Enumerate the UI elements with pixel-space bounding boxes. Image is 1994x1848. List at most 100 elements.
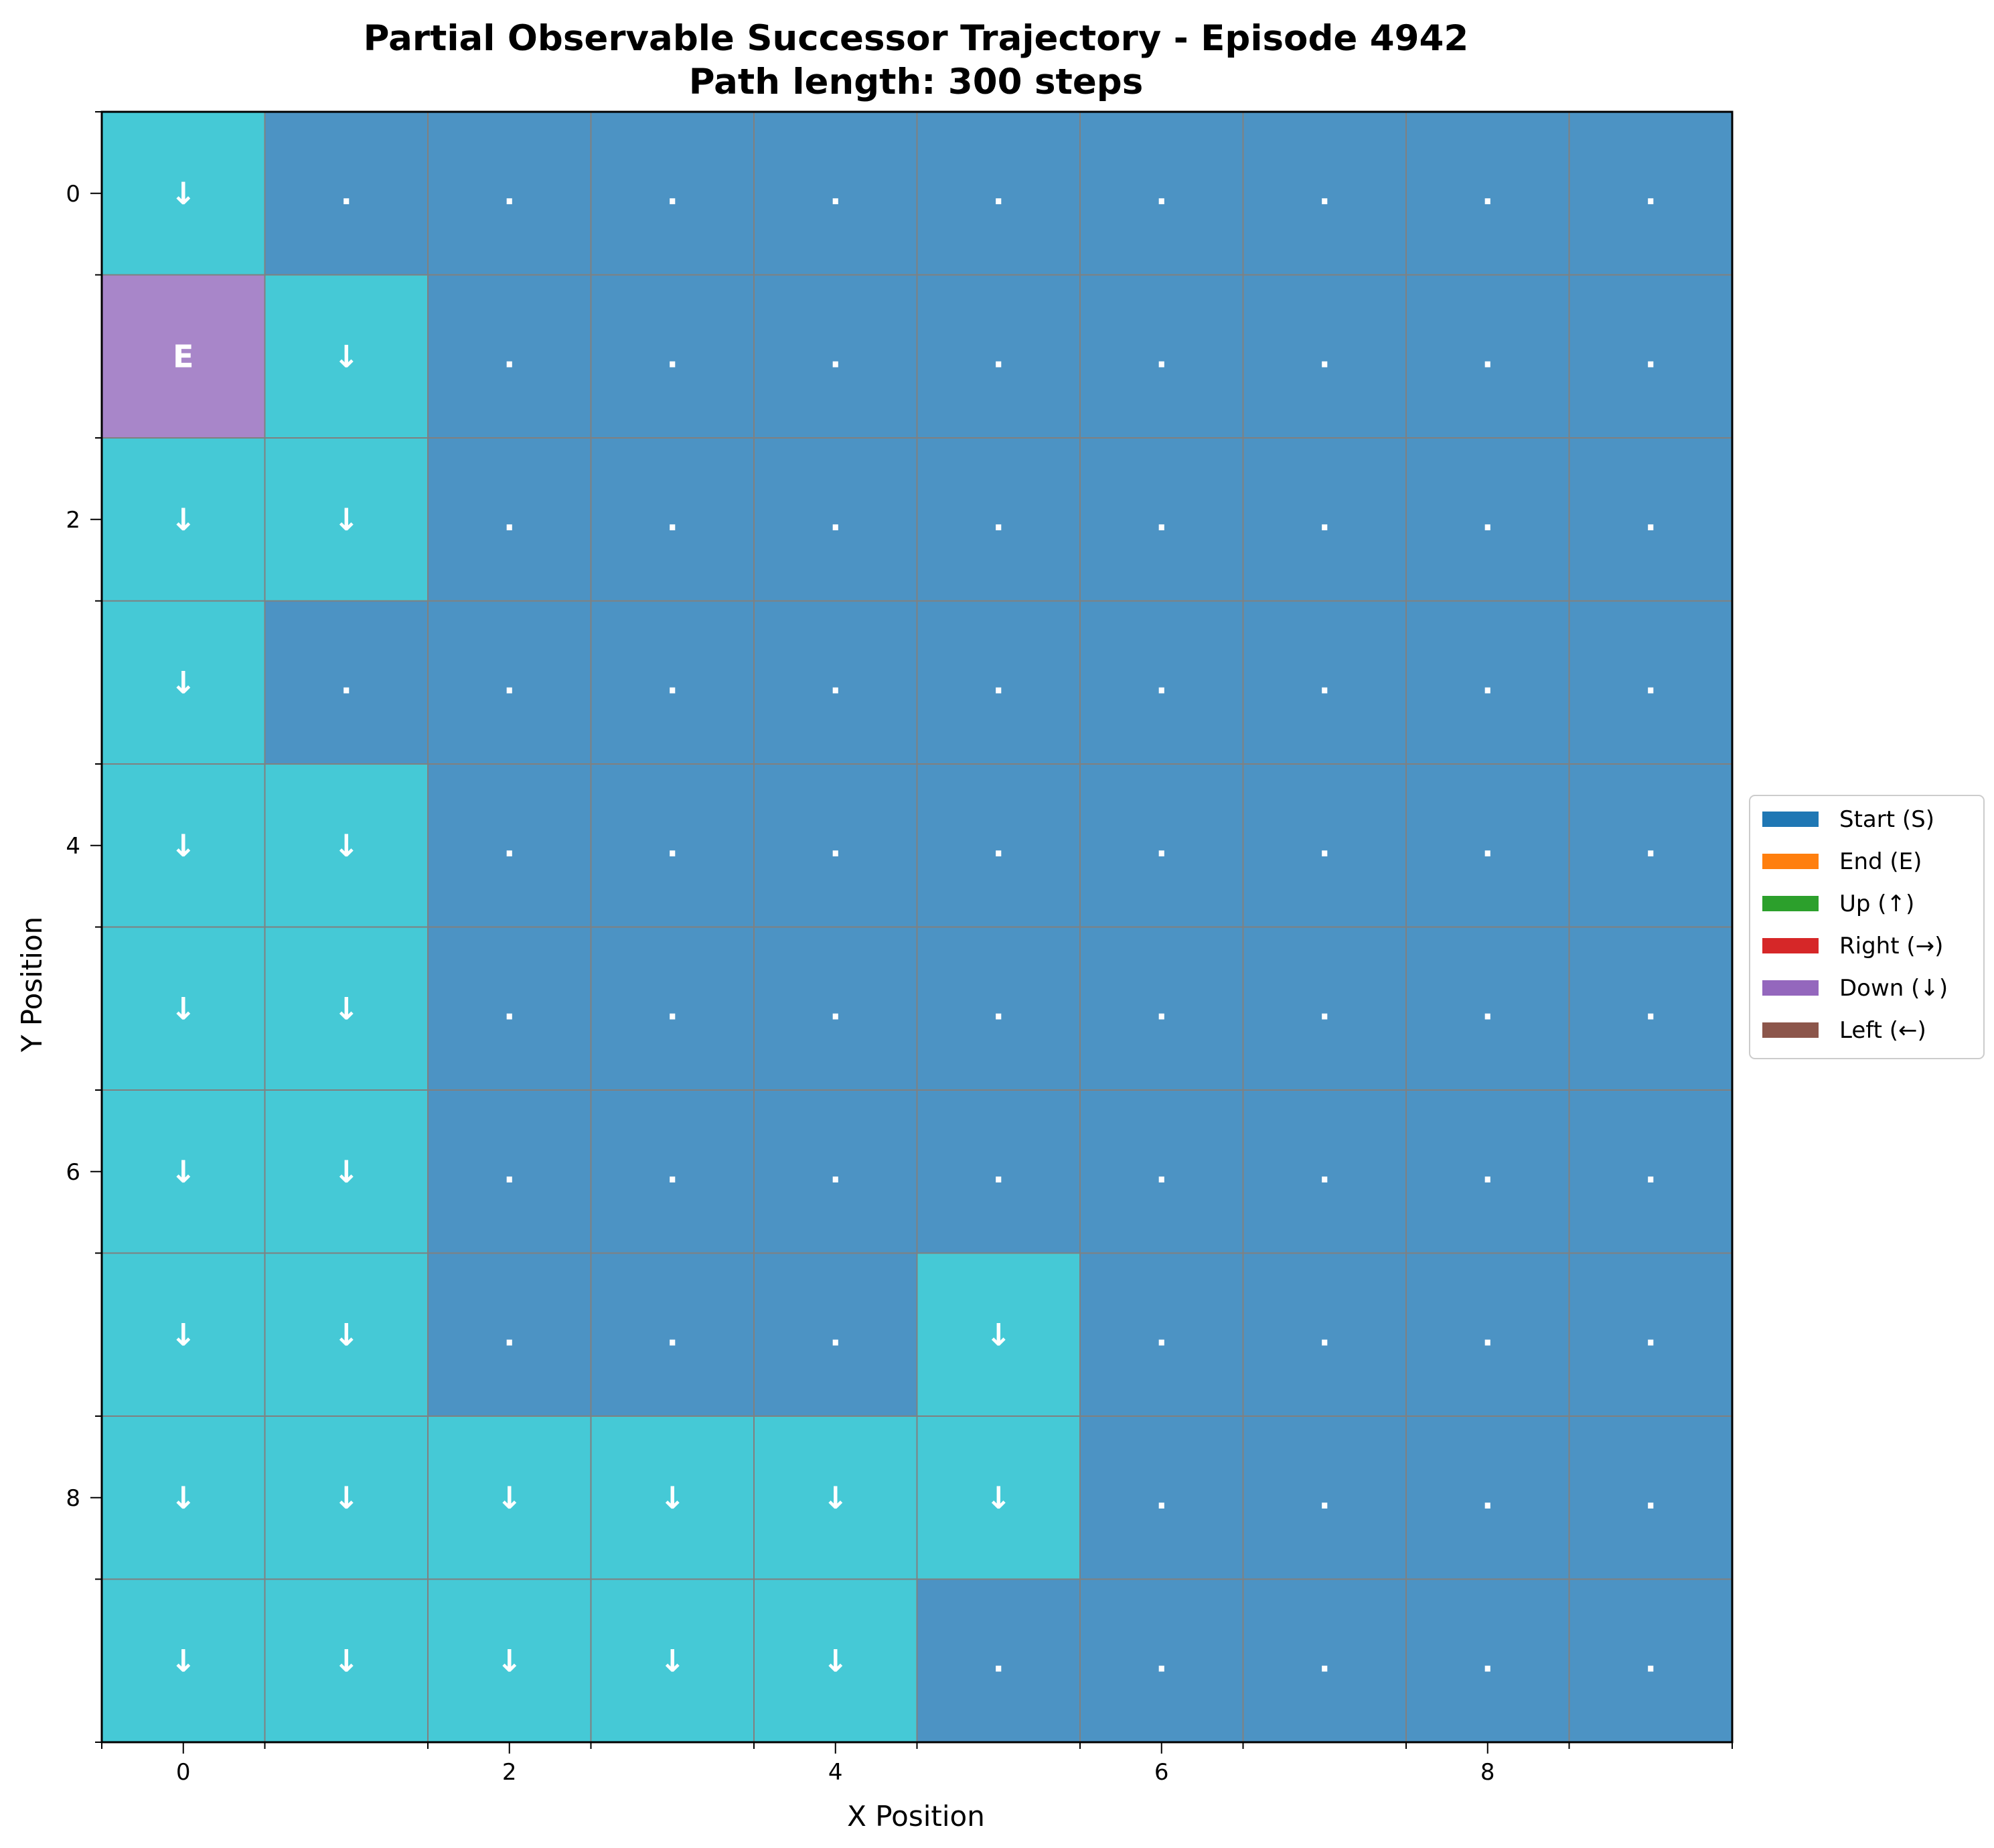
grid-cell: [264, 112, 428, 275]
legend-swatch: [1762, 980, 1819, 996]
grid-cell: [1569, 112, 1732, 275]
unvisited-dot: .: [1156, 502, 1167, 538]
down-arrow: ↓: [822, 1642, 848, 1679]
unvisited-dot: .: [1319, 1480, 1330, 1516]
grid-cell: [917, 275, 1080, 438]
unvisited-dot: .: [1482, 1480, 1493, 1516]
down-arrow: ↓: [986, 1316, 1012, 1353]
unvisited-dot: .: [1645, 664, 1657, 700]
grid-cell: [1569, 1579, 1732, 1742]
grid-cell: [917, 1579, 1080, 1742]
unvisited-dot: .: [667, 338, 678, 374]
legend-label: Start (S): [1839, 806, 1934, 833]
down-arrow: ↓: [333, 1480, 360, 1516]
grid-cell: [1243, 275, 1406, 438]
unvisited-dot: .: [1482, 1154, 1493, 1190]
unvisited-dot: .: [830, 990, 841, 1026]
unvisited-dot: .: [1319, 502, 1330, 538]
y-tick-label: 2: [66, 507, 80, 534]
down-arrow: ↓: [170, 1154, 196, 1190]
grid-cell: [1243, 601, 1406, 764]
grid-cell: [754, 438, 917, 601]
down-arrow: ↓: [333, 1316, 360, 1353]
unvisited-dot: .: [830, 1154, 841, 1190]
grid-cell: [1406, 112, 1569, 275]
grid-cell: [1569, 601, 1732, 764]
grid-cell: [754, 112, 917, 275]
unvisited-dot: .: [1645, 338, 1657, 374]
grid-cell: [591, 1416, 754, 1580]
y-axis-ticks: 0 2 4 6 8: [66, 111, 102, 1743]
unvisited-dot: .: [504, 828, 515, 864]
down-arrow: ↓: [496, 1480, 522, 1516]
grid-cell: [754, 927, 917, 1090]
unvisited-dot: .: [1645, 1316, 1657, 1353]
grid-cell: [591, 438, 754, 601]
unvisited-dot: .: [1482, 175, 1493, 212]
grid-cell: [1406, 275, 1569, 438]
unvisited-dot: .: [1482, 664, 1493, 700]
grid-cell: [917, 1090, 1080, 1253]
grid-cell: [1569, 764, 1732, 927]
unvisited-dot: .: [993, 502, 1004, 538]
unvisited-dot: .: [1319, 828, 1330, 864]
x-tick-label: 8: [1480, 1759, 1495, 1786]
grid-cell: [102, 275, 265, 438]
grid-cell: [591, 764, 754, 927]
down-arrow: ↓: [170, 1316, 196, 1353]
grid-cell: [1243, 1579, 1406, 1742]
grid-cell: [754, 1579, 917, 1742]
unvisited-dot: .: [1319, 990, 1330, 1026]
grid-cell: [1569, 1253, 1732, 1416]
grid-cell: [1569, 927, 1732, 1090]
grid-cell: [1406, 1253, 1569, 1416]
unvisited-dot: .: [504, 502, 515, 538]
y-tick-label: 6: [66, 1159, 80, 1186]
grid-cell: [1243, 438, 1406, 601]
down-arrow: ↓: [333, 1642, 360, 1679]
grid-cell: [264, 1090, 428, 1253]
down-arrow: ↓: [170, 990, 196, 1026]
unvisited-dot: .: [504, 338, 515, 374]
grid-cell: [1406, 927, 1569, 1090]
legend-swatch: [1762, 854, 1819, 869]
legend-label: Up (↑): [1839, 891, 1914, 917]
x-axis-label: X Position: [847, 1800, 985, 1833]
unvisited-dot: .: [1319, 1316, 1330, 1353]
y-tick-label: 4: [66, 833, 80, 860]
down-arrow: ↓: [170, 828, 196, 864]
down-arrow: ↓: [170, 664, 196, 700]
legend-label: Right (→): [1839, 933, 1943, 959]
grid-cell: [1569, 438, 1732, 601]
grid-cell: [591, 927, 754, 1090]
unvisited-dot: .: [1156, 828, 1167, 864]
grid-cell: [1080, 1579, 1243, 1742]
unvisited-dot: .: [993, 1154, 1004, 1190]
unvisited-dot: .: [830, 175, 841, 212]
unvisited-dot: .: [993, 664, 1004, 700]
y-tick-label: 8: [66, 1485, 80, 1512]
grid-cell: [428, 1579, 591, 1742]
down-arrow: ↓: [170, 502, 196, 538]
unvisited-dot: .: [1482, 338, 1493, 374]
unvisited-dot: .: [1319, 175, 1330, 212]
down-arrow: ↓: [333, 990, 360, 1026]
grid-cell: [591, 1579, 754, 1742]
grid-cell: [1080, 112, 1243, 275]
y-tick-label: 0: [66, 181, 80, 208]
down-arrow: ↓: [170, 1642, 196, 1679]
unvisited-dot: .: [1482, 990, 1493, 1026]
legend-label: Down (↓): [1839, 975, 1948, 1002]
unvisited-dot: .: [1645, 175, 1657, 212]
legend-swatch: [1762, 896, 1819, 911]
down-arrow: ↓: [333, 338, 360, 374]
unvisited-dot: .: [1156, 664, 1167, 700]
unvisited-dot: .: [1482, 1642, 1493, 1679]
grid-cell: [1080, 1090, 1243, 1253]
unvisited-dot: .: [1482, 1316, 1493, 1353]
grid-cell: [1406, 601, 1569, 764]
grid-cell: [1080, 927, 1243, 1090]
x-axis-ticks: 0 2 4 6 8: [101, 1742, 1733, 1786]
grid-cell: [264, 1416, 428, 1580]
